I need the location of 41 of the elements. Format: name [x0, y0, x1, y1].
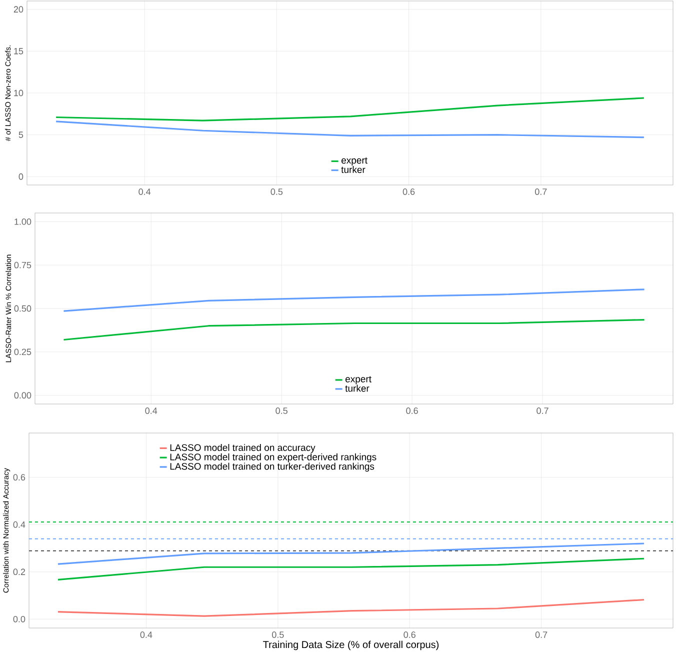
y-tick-label: 5	[18, 132, 24, 138]
line-series	[62, 288, 646, 312]
y-tick-label: 0.00	[14, 392, 32, 399]
line-series	[57, 598, 645, 617]
x-tick-label: 0.4	[140, 632, 152, 638]
legend-label: expert	[346, 376, 372, 384]
y-tick-label: 0.4	[13, 521, 26, 528]
y-tick-label: 0.6	[13, 474, 26, 481]
y-tick-label: 0.75	[14, 262, 32, 268]
x-tick-label: 0.4	[138, 188, 151, 195]
y-tick-label: 0.25	[14, 348, 32, 356]
y-tick-label: 0.50	[14, 305, 32, 312]
line-series	[55, 97, 645, 122]
x-tick-label: 0.6	[406, 408, 418, 414]
line-series	[57, 542, 645, 565]
x-tick-label: 0.7	[536, 408, 548, 414]
y-tick-label: 20	[14, 6, 24, 13]
y-tick-label: 15	[14, 48, 24, 54]
line-series	[57, 558, 645, 580]
legend-label: turker	[341, 166, 366, 174]
x-tick-label: 0.5	[272, 632, 284, 638]
x-axis-title: Training Data Size (% of overall corpus)	[263, 640, 439, 650]
x-tick-label: 0.6	[402, 188, 415, 195]
x-tick-label: 0.7	[535, 632, 548, 638]
legend-label: LASSO model trained on turker-derived rankings	[170, 462, 374, 472]
x-tick-label: 0.6	[404, 632, 416, 638]
legend-label: LASSO model trained on accuracy	[170, 444, 316, 453]
x-tick-label: 0.5	[276, 408, 288, 414]
y-tick-label: 10	[14, 90, 24, 96]
x-tick-label: 0.5	[270, 188, 283, 195]
x-tick-label: 0.7	[534, 188, 547, 195]
legend-label: LASSO model trained on expert-derived rankings	[170, 453, 376, 462]
legend-label: expert	[342, 157, 368, 166]
y-tick-label: 0.0	[13, 616, 26, 622]
y-tick-label: 0.2	[13, 568, 26, 576]
line-series	[62, 318, 646, 341]
x-tick-label: 0.4	[145, 408, 158, 414]
legend-label: turker	[345, 384, 370, 392]
line-series	[55, 120, 645, 138]
y-tick-label: 1.00	[14, 218, 32, 225]
y-tick-label: 0	[18, 173, 24, 180]
